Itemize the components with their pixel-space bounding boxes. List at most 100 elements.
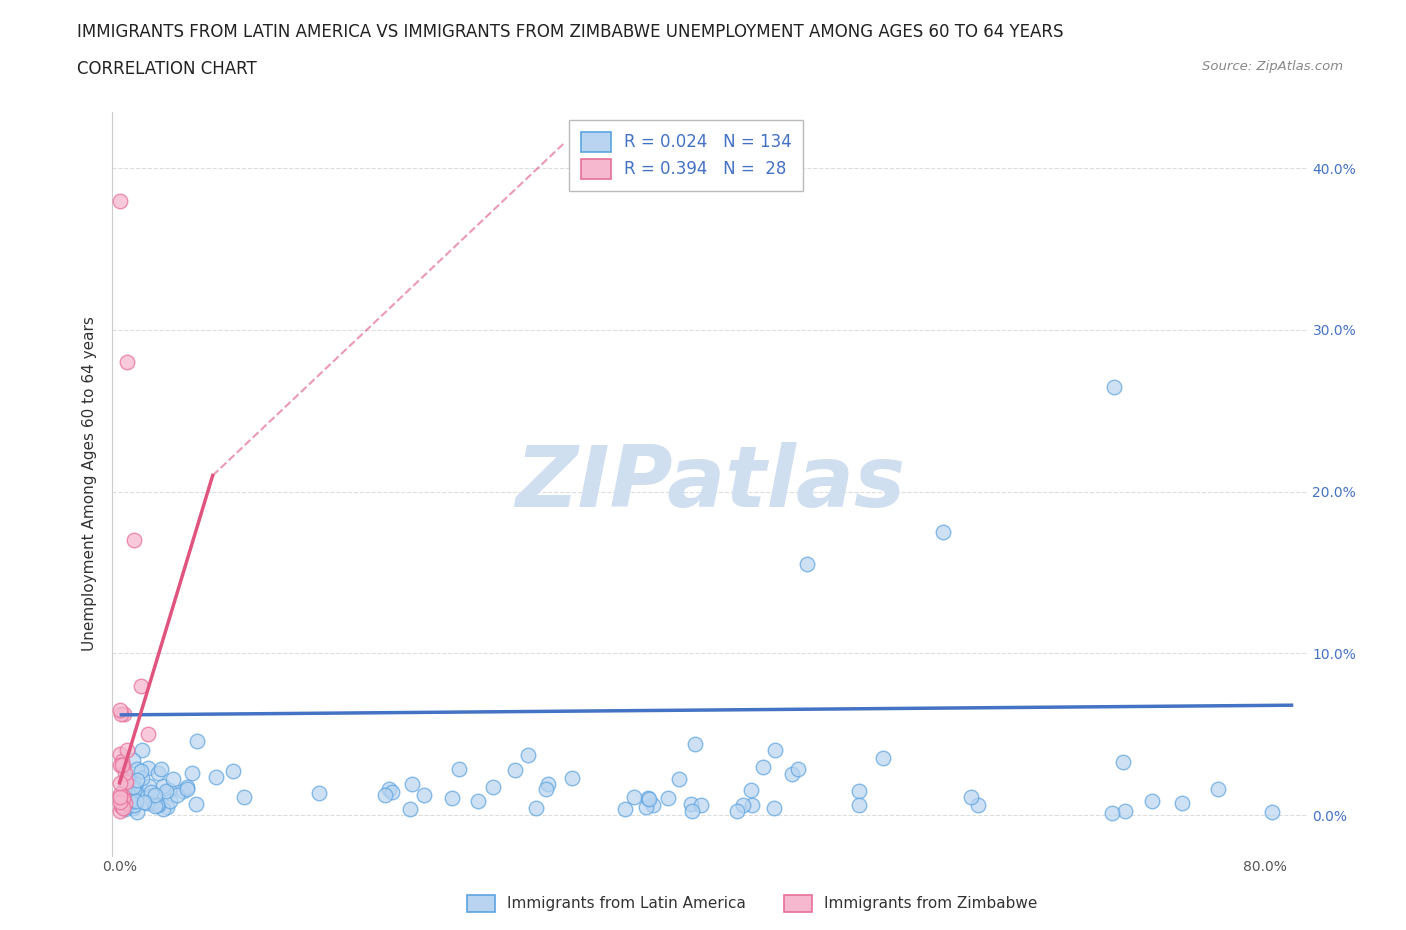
Point xyxy=(125,773,148,788)
Point xyxy=(120,794,142,809)
Point xyxy=(765,742,787,757)
Point xyxy=(139,785,162,800)
Point xyxy=(482,779,505,794)
Point xyxy=(172,784,194,799)
Point xyxy=(122,798,145,813)
Point xyxy=(114,774,136,789)
Point xyxy=(114,796,136,811)
Point xyxy=(931,525,953,539)
Point xyxy=(1208,781,1230,796)
Point xyxy=(440,790,463,805)
Point xyxy=(111,753,134,768)
Point xyxy=(447,762,470,777)
Point xyxy=(115,743,138,758)
Point xyxy=(108,804,131,818)
Point xyxy=(233,790,256,804)
Point xyxy=(378,782,401,797)
Text: ZIPatlas: ZIPatlas xyxy=(515,442,905,525)
Point xyxy=(780,766,803,781)
Point xyxy=(122,779,145,794)
Point xyxy=(762,800,785,815)
Point xyxy=(152,778,174,793)
Point xyxy=(503,763,526,777)
Point xyxy=(142,794,165,809)
Point xyxy=(1261,804,1284,819)
Point xyxy=(186,734,208,749)
Point xyxy=(725,804,748,818)
Point xyxy=(149,762,172,777)
Point xyxy=(668,771,690,786)
Point xyxy=(131,742,153,757)
Point xyxy=(156,800,179,815)
Point xyxy=(111,790,134,805)
Point xyxy=(740,783,762,798)
Point xyxy=(129,678,152,693)
Point xyxy=(536,782,558,797)
Point xyxy=(634,800,657,815)
Point xyxy=(537,777,560,791)
Point xyxy=(685,737,707,751)
Point xyxy=(848,798,870,813)
Point xyxy=(176,779,198,794)
Point xyxy=(127,805,149,820)
Point xyxy=(110,787,132,802)
Point xyxy=(111,791,134,806)
Point xyxy=(138,789,160,804)
Point xyxy=(108,702,131,717)
Point xyxy=(115,355,138,370)
Point xyxy=(120,793,142,808)
Point xyxy=(111,796,134,811)
Point xyxy=(162,771,184,786)
Point xyxy=(117,793,139,808)
Point xyxy=(467,793,489,808)
Point xyxy=(374,788,396,803)
Point xyxy=(108,776,131,790)
Point xyxy=(122,533,145,548)
Point xyxy=(398,802,420,817)
Point xyxy=(1112,755,1135,770)
Point xyxy=(115,775,138,790)
Point xyxy=(561,770,583,785)
Point xyxy=(125,762,148,777)
Point xyxy=(623,790,645,804)
Point xyxy=(1171,795,1194,810)
Point xyxy=(117,772,139,787)
Point xyxy=(308,785,330,800)
Point xyxy=(752,759,775,774)
Point xyxy=(152,802,174,817)
Point xyxy=(132,794,155,809)
Point xyxy=(848,784,870,799)
Point xyxy=(637,791,659,806)
Point xyxy=(131,771,153,786)
Legend: R = 0.024   N = 134, R = 0.394   N =  28: R = 0.024 N = 134, R = 0.394 N = 28 xyxy=(569,120,803,191)
Point xyxy=(117,784,139,799)
Point xyxy=(524,801,547,816)
Point xyxy=(108,794,131,809)
Point xyxy=(1104,379,1126,394)
Point xyxy=(741,798,763,813)
Point xyxy=(114,766,136,781)
Point xyxy=(143,787,166,802)
Point xyxy=(122,782,145,797)
Point xyxy=(112,789,135,804)
Point xyxy=(146,766,169,781)
Point xyxy=(121,781,143,796)
Point xyxy=(872,751,894,765)
Point xyxy=(112,795,135,810)
Y-axis label: Unemployment Among Ages 60 to 64 years: Unemployment Among Ages 60 to 64 years xyxy=(82,316,97,651)
Point xyxy=(108,757,131,772)
Point xyxy=(114,790,136,805)
Point xyxy=(657,790,679,805)
Point xyxy=(121,753,143,768)
Point xyxy=(731,797,754,812)
Point xyxy=(115,777,138,791)
Point xyxy=(690,798,713,813)
Point xyxy=(121,800,143,815)
Point xyxy=(146,798,169,813)
Point xyxy=(110,747,132,762)
Point xyxy=(138,778,160,793)
Point xyxy=(967,797,990,812)
Point xyxy=(412,788,434,803)
Point xyxy=(146,798,169,813)
Point xyxy=(1114,804,1136,818)
